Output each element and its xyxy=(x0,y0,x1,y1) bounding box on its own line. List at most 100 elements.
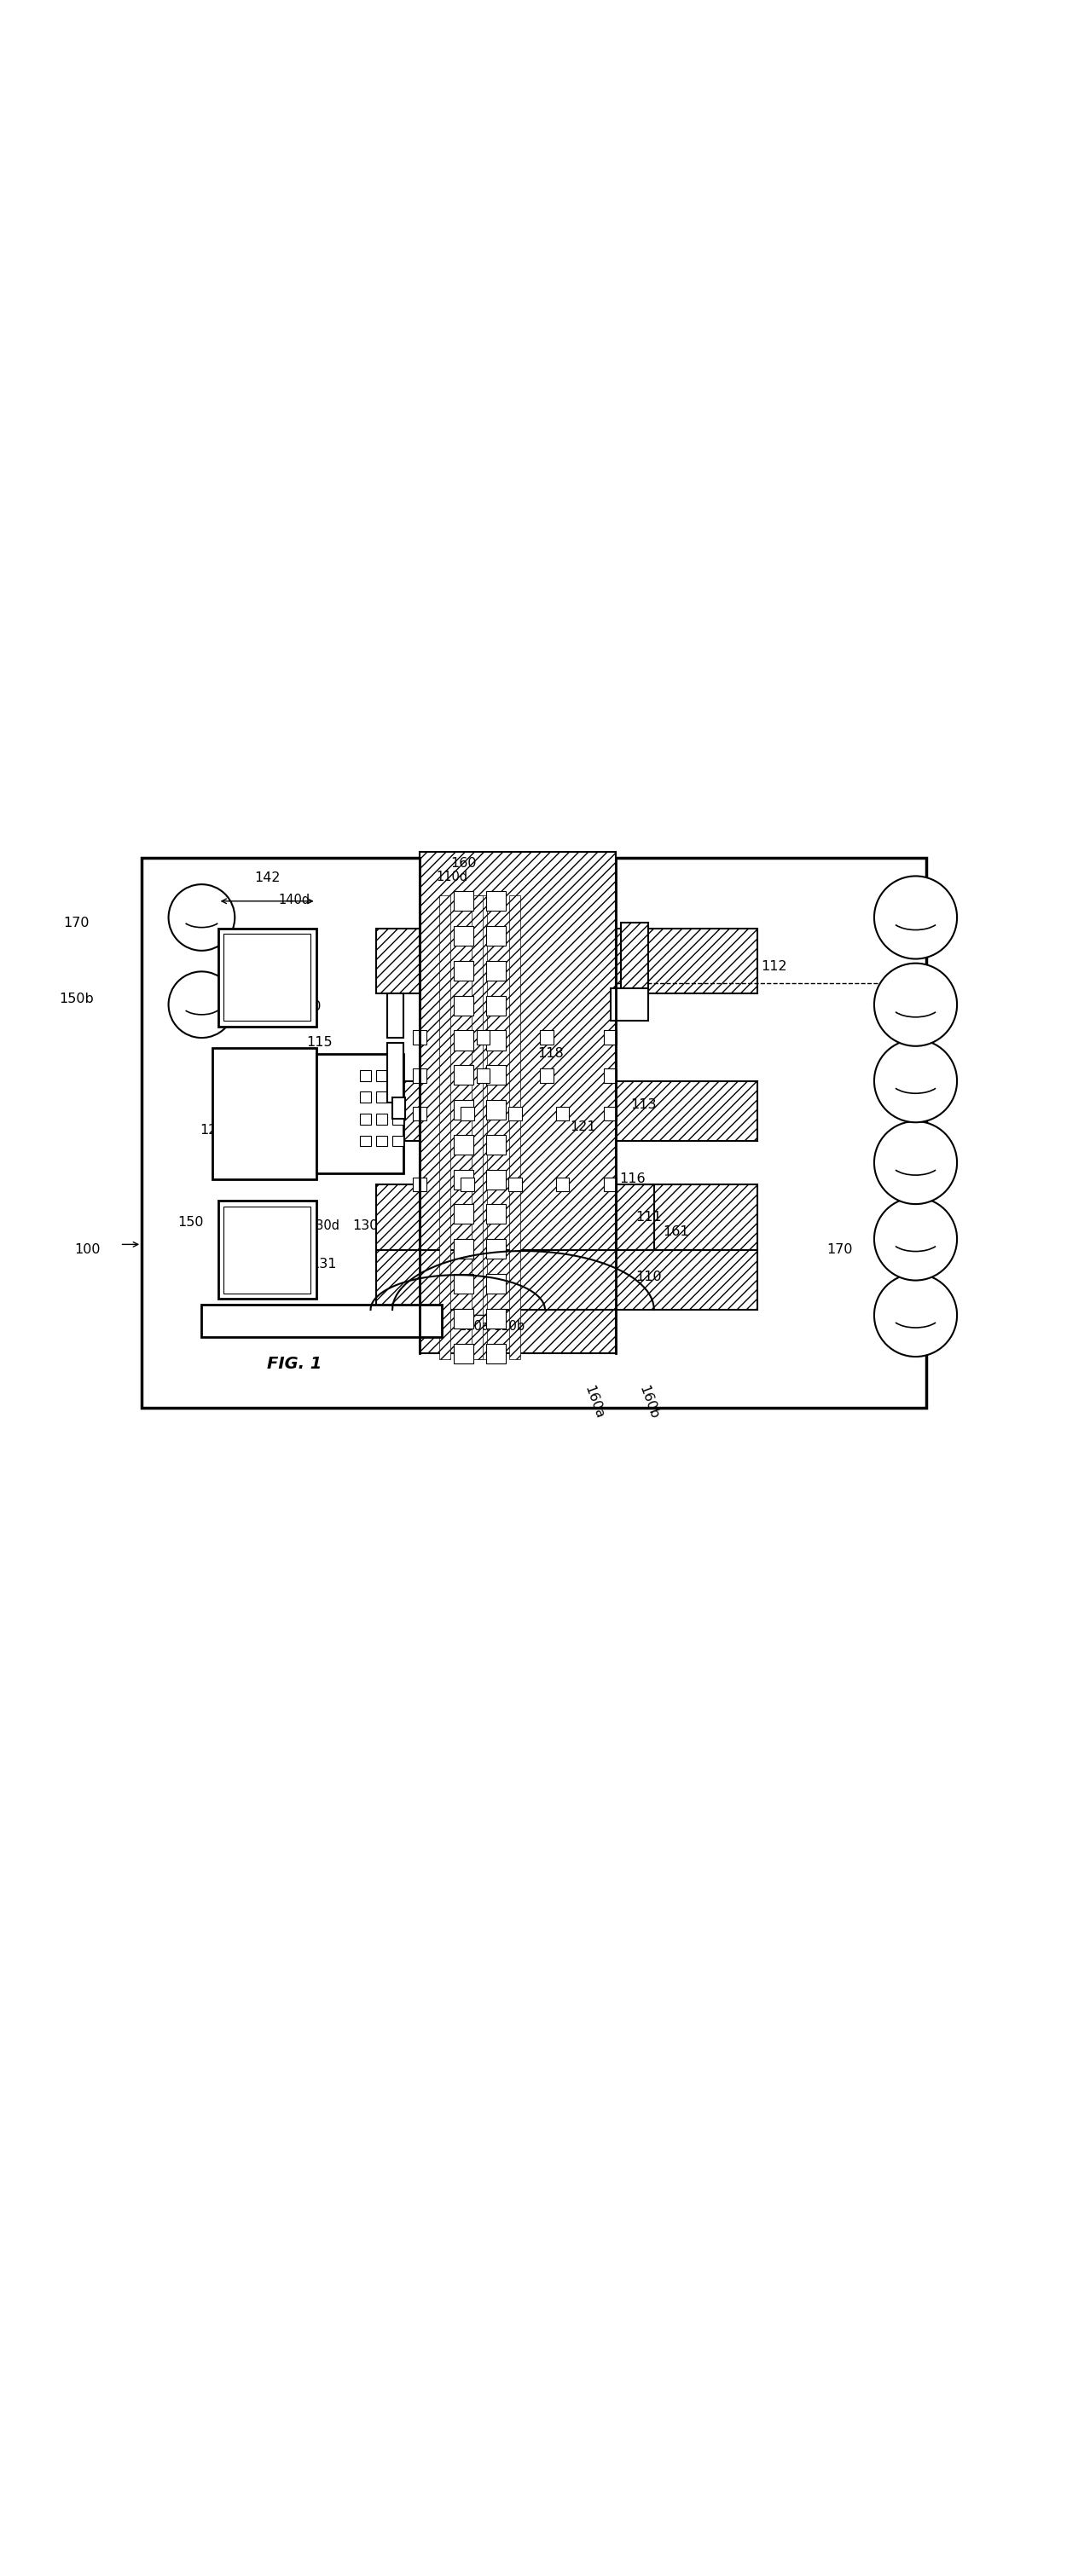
Bar xyxy=(413,1108,426,1121)
Bar xyxy=(413,1030,426,1043)
Bar xyxy=(604,1069,617,1082)
Text: 118: 118 xyxy=(537,1048,564,1061)
Bar xyxy=(376,927,758,994)
Bar xyxy=(202,1303,441,1337)
Bar xyxy=(508,1108,522,1121)
Text: 110d: 110d xyxy=(436,871,469,884)
Bar xyxy=(223,935,311,1020)
Bar xyxy=(453,1170,473,1190)
Bar xyxy=(420,853,616,1352)
Bar xyxy=(461,1108,474,1121)
Bar xyxy=(453,961,473,981)
Bar xyxy=(376,1113,387,1126)
Text: 115: 115 xyxy=(306,1036,332,1048)
Bar xyxy=(486,1239,506,1260)
Bar xyxy=(610,989,649,1020)
Bar xyxy=(486,1030,506,1051)
Bar xyxy=(392,1069,403,1082)
Text: 132: 132 xyxy=(298,1314,324,1327)
Bar xyxy=(509,896,520,1358)
Circle shape xyxy=(874,1121,957,1203)
Bar xyxy=(476,1069,489,1082)
Bar xyxy=(376,1082,758,1141)
Bar xyxy=(453,891,473,912)
Bar xyxy=(461,1177,474,1193)
Text: 113: 113 xyxy=(630,1097,656,1110)
Bar xyxy=(556,1177,569,1193)
Text: 151: 151 xyxy=(232,1105,258,1118)
Bar xyxy=(453,1066,473,1084)
Bar xyxy=(508,1177,522,1193)
Circle shape xyxy=(874,1275,957,1358)
Circle shape xyxy=(874,1041,957,1123)
Text: 141: 141 xyxy=(289,979,315,992)
Bar xyxy=(486,997,506,1015)
Text: 110a: 110a xyxy=(459,1319,489,1332)
Text: 150b: 150b xyxy=(59,992,94,1005)
Bar xyxy=(453,1030,473,1051)
Text: 161: 161 xyxy=(663,1226,689,1236)
Circle shape xyxy=(169,884,234,951)
Bar xyxy=(604,1030,617,1043)
Text: 130d: 130d xyxy=(308,1218,339,1231)
Bar xyxy=(316,1054,403,1175)
Bar xyxy=(376,1249,758,1309)
Bar xyxy=(476,1030,489,1043)
Bar xyxy=(387,994,403,1038)
Bar xyxy=(453,1275,473,1293)
Bar xyxy=(387,1043,403,1103)
Text: 130: 130 xyxy=(352,1218,378,1231)
Bar xyxy=(453,927,473,945)
Bar xyxy=(453,1345,473,1363)
Bar xyxy=(453,1100,473,1121)
Text: 114: 114 xyxy=(343,1069,370,1082)
Bar xyxy=(376,1185,758,1249)
Bar xyxy=(376,1092,387,1103)
Text: FIG. 1: FIG. 1 xyxy=(267,1355,322,1373)
Bar xyxy=(360,1136,371,1146)
Circle shape xyxy=(874,963,957,1046)
Bar xyxy=(360,1069,371,1082)
Bar xyxy=(453,997,473,1015)
Bar xyxy=(486,1206,506,1224)
Bar xyxy=(486,1345,506,1363)
Bar xyxy=(453,1239,473,1260)
Bar xyxy=(556,1108,569,1121)
Bar xyxy=(486,1136,506,1154)
Bar xyxy=(486,1170,506,1190)
Bar xyxy=(218,1200,316,1298)
Bar xyxy=(439,896,450,1358)
Bar xyxy=(142,858,926,1409)
Bar xyxy=(453,1136,473,1154)
Text: 142: 142 xyxy=(254,871,280,884)
Text: 120: 120 xyxy=(199,1123,226,1136)
Text: 150: 150 xyxy=(178,1216,204,1229)
Text: 112: 112 xyxy=(761,961,787,974)
Text: 122: 122 xyxy=(308,1090,335,1103)
Text: 116: 116 xyxy=(619,1172,645,1185)
Bar xyxy=(392,1136,403,1146)
Bar xyxy=(376,1136,387,1146)
Circle shape xyxy=(874,876,957,958)
Text: 100: 100 xyxy=(74,1244,100,1257)
Text: 111: 111 xyxy=(635,1211,662,1224)
Bar xyxy=(604,1177,617,1193)
Bar xyxy=(376,1069,387,1082)
Bar xyxy=(360,1092,371,1103)
Text: 120b: 120b xyxy=(292,1159,325,1172)
Text: 170: 170 xyxy=(63,917,89,930)
Text: 160: 160 xyxy=(450,858,476,868)
Circle shape xyxy=(874,1198,957,1280)
Bar xyxy=(486,961,506,981)
Bar xyxy=(486,1309,506,1329)
Text: 110b: 110b xyxy=(493,1319,525,1332)
Text: 140: 140 xyxy=(295,999,322,1012)
Bar xyxy=(486,927,506,945)
Text: 160b: 160b xyxy=(637,1383,661,1422)
Bar xyxy=(413,1177,426,1193)
Text: 110: 110 xyxy=(635,1270,662,1283)
Bar xyxy=(392,1092,403,1103)
Bar xyxy=(218,927,316,1025)
Bar xyxy=(392,1113,403,1126)
Bar xyxy=(486,1275,506,1293)
